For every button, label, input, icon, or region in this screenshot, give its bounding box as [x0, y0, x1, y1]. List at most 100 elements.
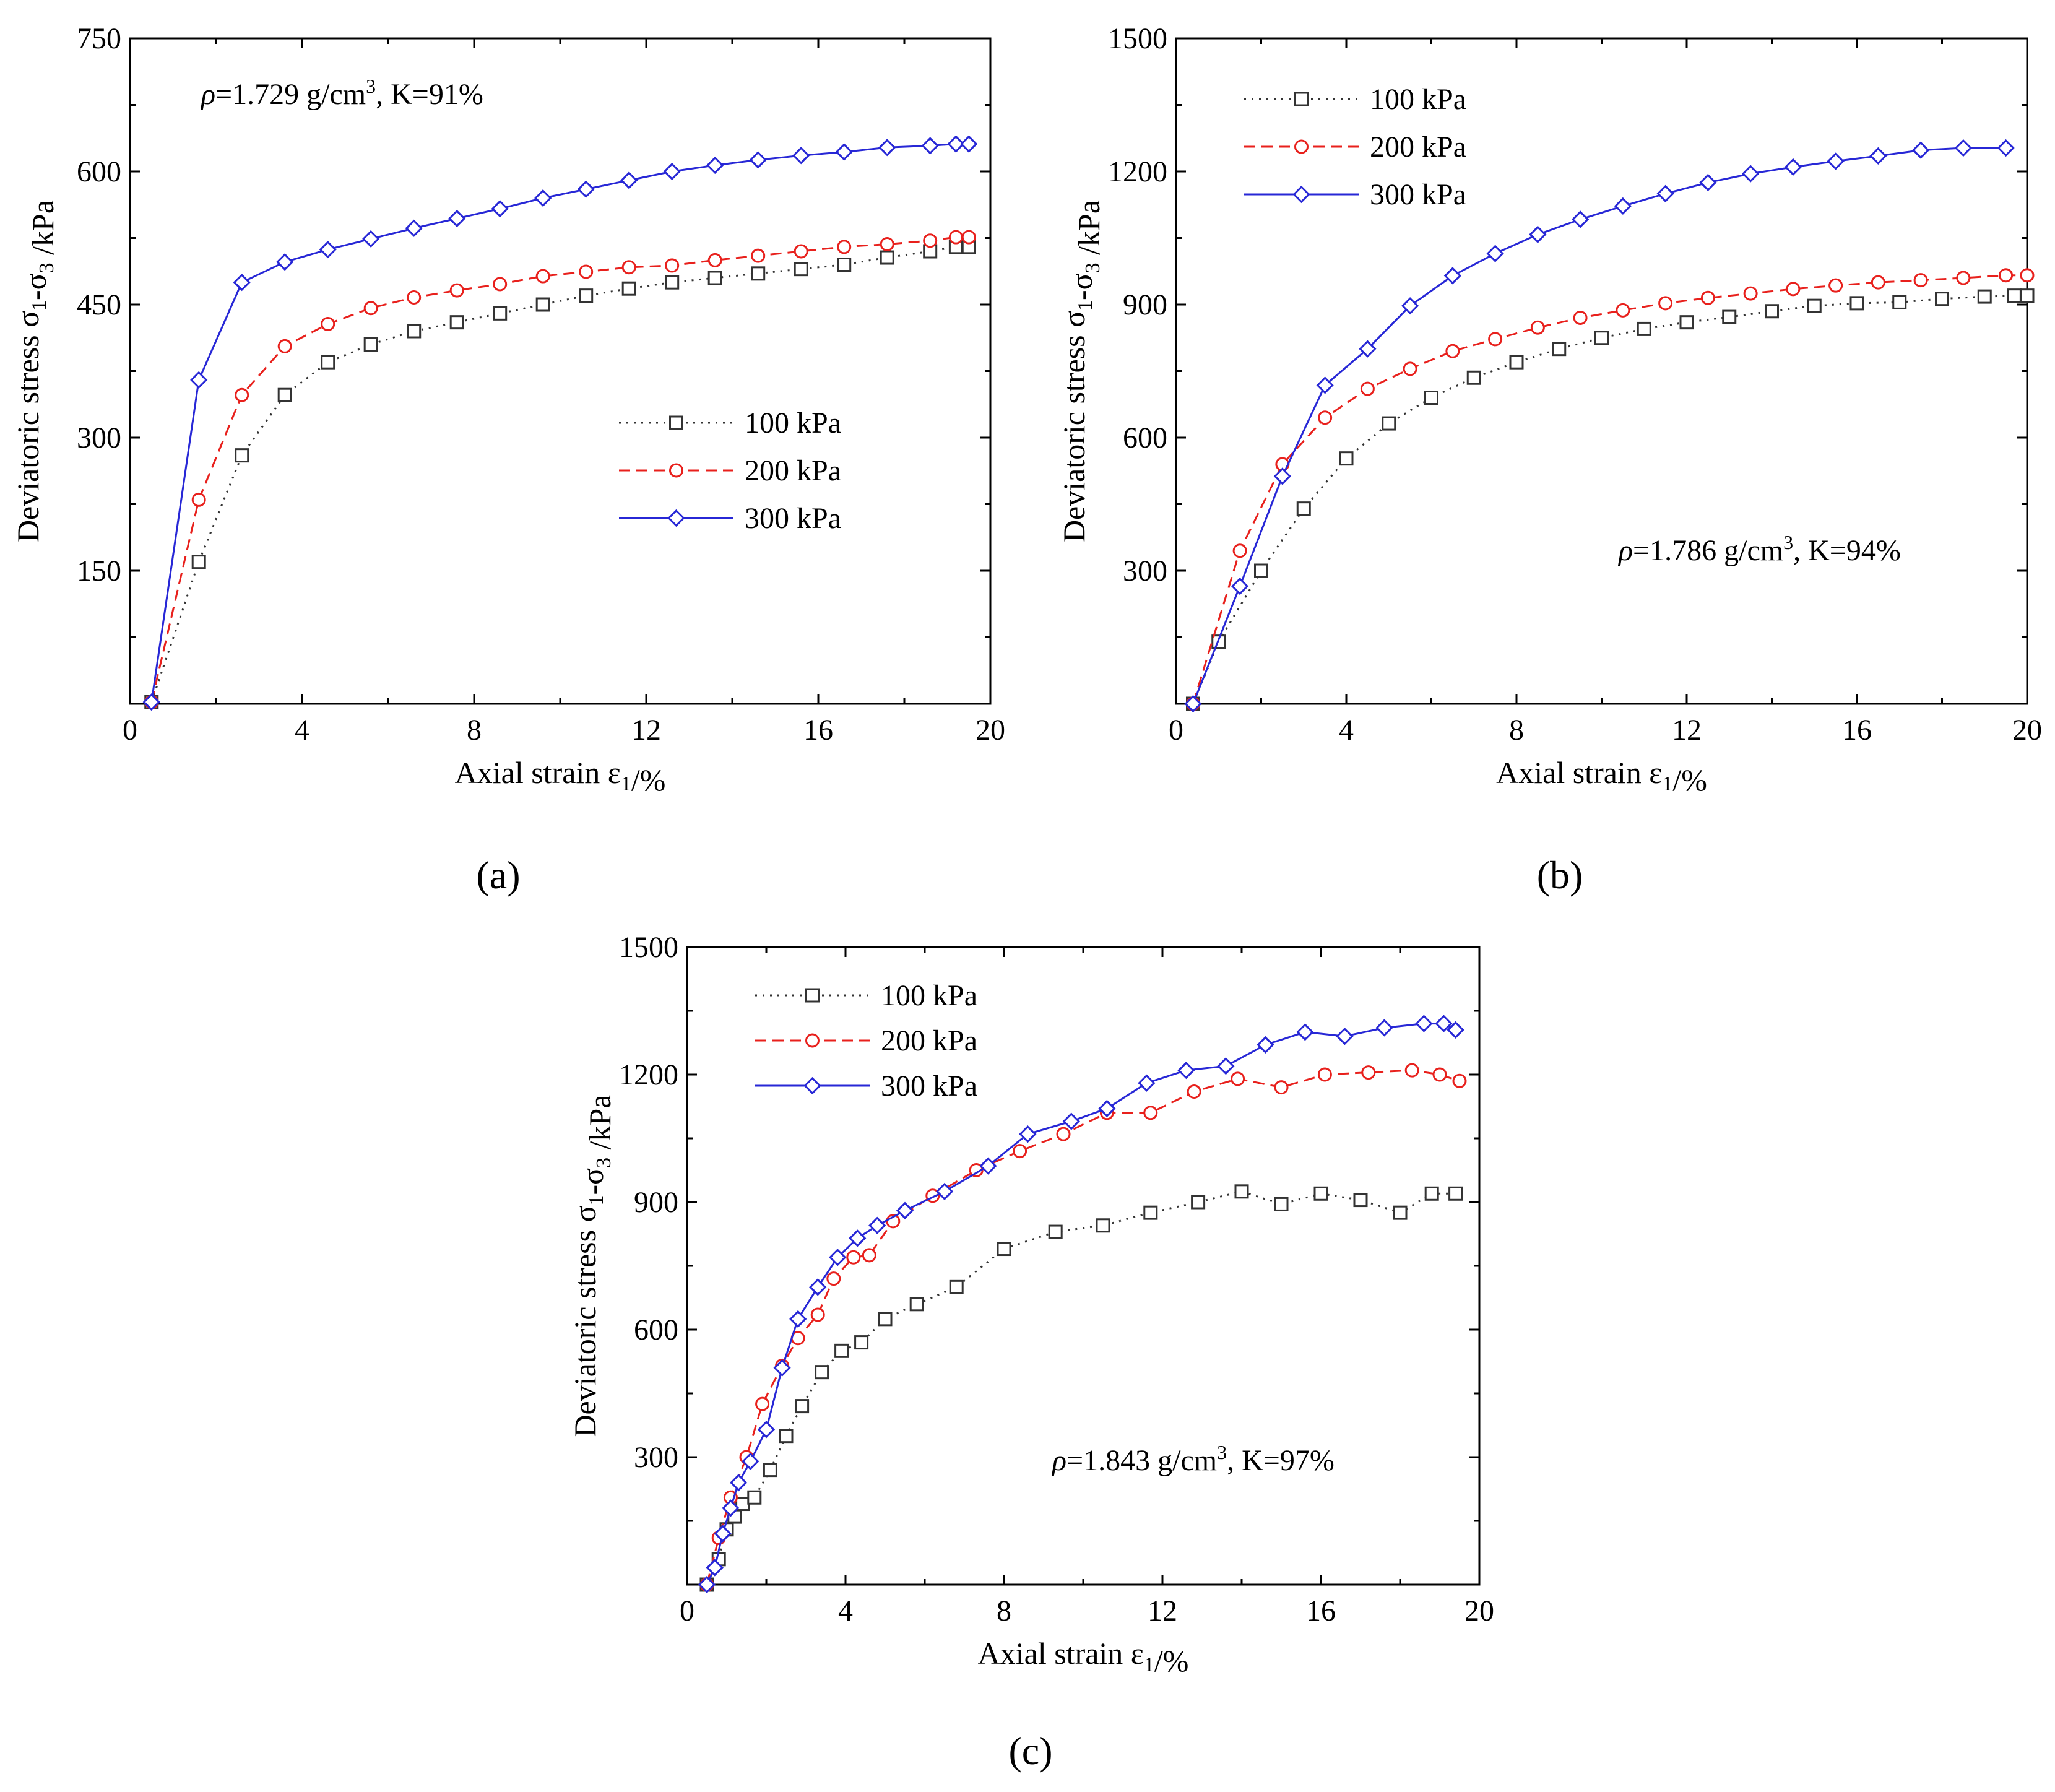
y-tick-label: 1200 — [619, 1058, 678, 1091]
x-axis-title-part: /% — [1154, 1643, 1189, 1678]
chart-panel-2: 0 4 8 12 16 20 300 600 900 1200 1500 Axial strain ε… — [1057, 22, 2042, 897]
y-tick-label: 450 — [77, 288, 121, 321]
series-line-1 — [1192, 295, 2027, 704]
data-point-diamond — [1316, 376, 1334, 394]
data-point-circle — [751, 248, 766, 263]
x-tick-label: 12 — [1672, 714, 1702, 747]
data-point-circle — [1530, 320, 1545, 335]
y-axis-title-part: -σ — [1064, 273, 1099, 300]
data-point-diamond — [1912, 141, 1930, 159]
data-point-circle — [321, 317, 335, 332]
chart-panel-3: 0 4 8 12 16 20 300 600 900 1200 1500 Axial strain ε… — [568, 931, 1494, 1773]
data-point-diamond — [1273, 467, 1291, 485]
data-point-circle — [1488, 332, 1503, 347]
data-point-square — [1353, 1193, 1368, 1208]
data-point-diamond — [663, 162, 681, 181]
data-point-diamond — [698, 1575, 716, 1594]
x-tick-label: 8 — [467, 714, 482, 747]
legend-label-1: 100 kPa — [1370, 83, 1466, 116]
data-point-square — [449, 315, 464, 330]
data-point-square — [794, 262, 808, 277]
data-point-square — [1274, 1197, 1289, 1211]
y-axis-title-subscript: 1 — [585, 1195, 608, 1205]
y-axis-title-subscript: 3 — [35, 262, 58, 273]
data-point-diamond — [757, 1421, 776, 1439]
data-point-diamond — [1435, 1015, 1453, 1032]
data-point-square — [997, 1242, 1011, 1257]
x-tick-label: 20 — [1464, 1595, 1494, 1627]
data-point-square — [1552, 342, 1567, 357]
data-point-square — [707, 271, 722, 285]
legend-marker-diamond — [1292, 185, 1310, 204]
y-tick-label: 600 — [77, 155, 121, 188]
data-point-circle — [961, 230, 976, 245]
annotation-cube: 3 — [1217, 1441, 1227, 1463]
data-point-diamond — [1138, 1074, 1156, 1092]
series-line-2 — [706, 1069, 1460, 1585]
data-point-diamond — [730, 1474, 748, 1492]
data-point-circle — [1956, 271, 1971, 285]
data-point-diamond — [448, 209, 466, 228]
data-point-square — [1448, 1186, 1463, 1201]
data-point-square — [321, 355, 335, 370]
data-point-diamond — [849, 1229, 867, 1247]
y-axis-title: Deviatoric stress σ1-σ3 /kPa — [568, 1094, 617, 1437]
data-point-circle — [1274, 1080, 1289, 1095]
data-point-diamond — [1827, 152, 1845, 170]
x-axis-title-part: Axial strain ε — [978, 1636, 1144, 1671]
data-point-diamond — [1486, 245, 1504, 262]
annotation-rho-value: =1.843 g/cm — [1066, 1444, 1217, 1477]
data-point-circle — [794, 244, 808, 259]
legend-marker-circle — [669, 463, 683, 478]
series-line-1 — [706, 1190, 1456, 1585]
data-point-square — [665, 275, 680, 290]
data-point-square — [1935, 292, 1949, 306]
data-point-square — [579, 288, 594, 303]
x-tick-label: 12 — [1148, 1595, 1177, 1627]
panel-label: (a) — [476, 853, 520, 897]
legend-marker-square — [669, 415, 683, 430]
data-point-square — [1679, 315, 1694, 330]
data-point-square — [2020, 288, 2035, 303]
data-point-square — [621, 281, 636, 296]
legend-label-3: 300 kPa — [881, 1070, 977, 1102]
y-axis-title-part: /kPa — [582, 1094, 617, 1157]
data-point-circle — [1143, 1106, 1158, 1120]
data-point-square — [1296, 501, 1311, 516]
data-point-square — [878, 1312, 893, 1327]
data-point-diamond — [878, 139, 896, 157]
data-point-circle — [1231, 1071, 1245, 1086]
data-point-circle — [1318, 410, 1333, 425]
data-point-square — [1594, 331, 1609, 345]
x-axis-title-part: /% — [1672, 763, 1707, 797]
x-tick-label: 12 — [631, 714, 661, 747]
data-point-circle — [277, 339, 292, 353]
data-point-square — [1765, 304, 1779, 319]
data-point-circle — [235, 387, 249, 402]
data-point-circle — [923, 233, 938, 248]
x-tick-label: 0 — [680, 1595, 694, 1627]
data-point-square — [493, 306, 508, 321]
data-point-square — [909, 1297, 924, 1312]
legend-label-1: 100 kPa — [881, 979, 977, 1012]
data-point-square — [1393, 1205, 1408, 1220]
data-point-diamond — [935, 1182, 954, 1200]
plot-frame — [1175, 37, 2028, 705]
x-tick-label: 8 — [997, 1595, 1011, 1627]
data-point-diamond — [319, 241, 337, 259]
y-axis-title-part: Deviatoric stress σ — [11, 311, 45, 542]
annotation-density: ρ=1.786 g/cm3, K=94% — [1617, 531, 1901, 567]
data-point-diamond — [620, 171, 638, 189]
y-tick-label: 1500 — [619, 931, 678, 964]
data-point-diamond — [142, 693, 160, 711]
annotation-rho-value: =1.729 g/cm — [215, 78, 366, 111]
data-point-circle — [1361, 1065, 1376, 1080]
y-tick-label: 1200 — [1108, 155, 1167, 188]
y-axis-title: Deviatoric stress σ1-σ3 /kPa — [11, 200, 60, 542]
x-tick-label: 16 — [803, 714, 833, 747]
data-point-square — [1637, 321, 1651, 336]
data-point-circle — [1616, 303, 1630, 318]
data-point-square — [763, 1463, 777, 1478]
y-axis-title-subscript: 1 — [28, 300, 51, 311]
